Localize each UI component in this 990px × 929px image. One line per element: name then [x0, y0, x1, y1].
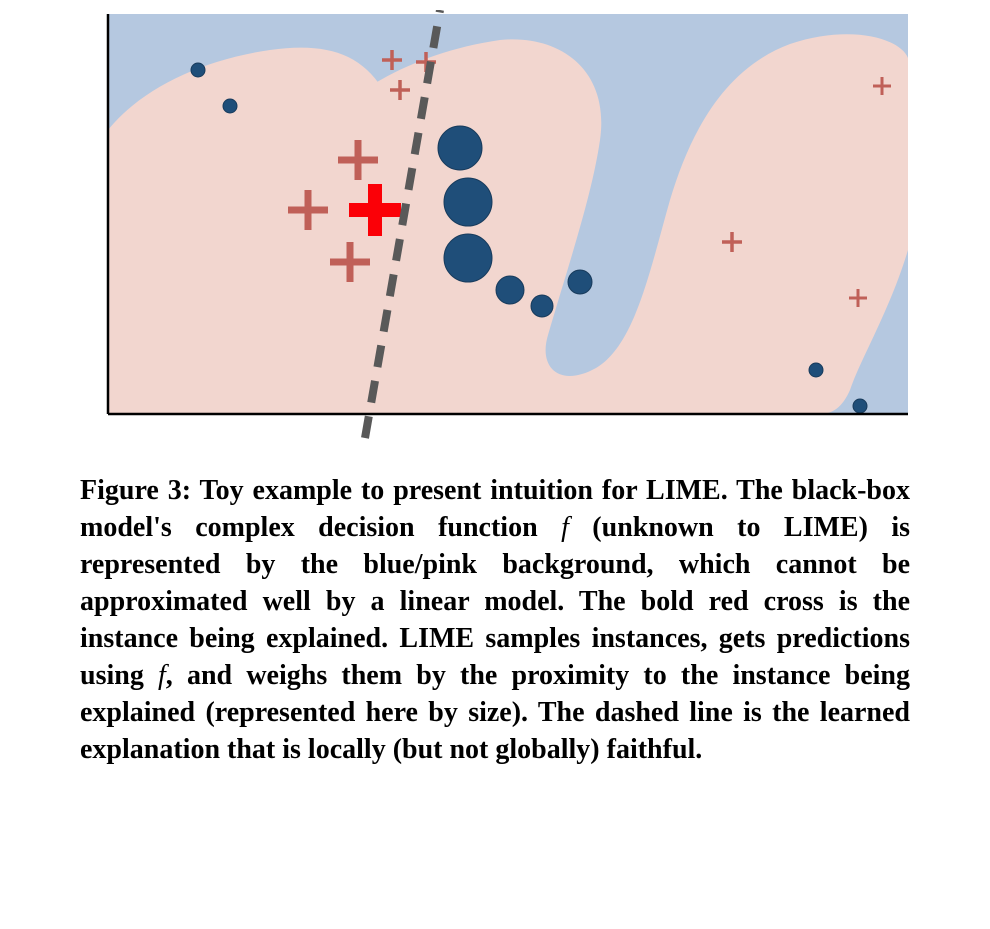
- figure-wrap: Figure 3: Toy example to present intuiti…: [80, 10, 910, 769]
- lime-intuition-figure: [80, 10, 910, 440]
- function-symbol-2: f: [158, 660, 166, 691]
- caption-part-3: , and weighs them by the proximity to th…: [80, 660, 910, 765]
- function-symbol-1: f: [561, 512, 569, 543]
- page-root: Figure 3: Toy example to present intuiti…: [0, 0, 990, 799]
- figure-caption: Figure 3: Toy example to present intuiti…: [80, 473, 910, 769]
- figure-number: Figure 3:: [80, 475, 191, 506]
